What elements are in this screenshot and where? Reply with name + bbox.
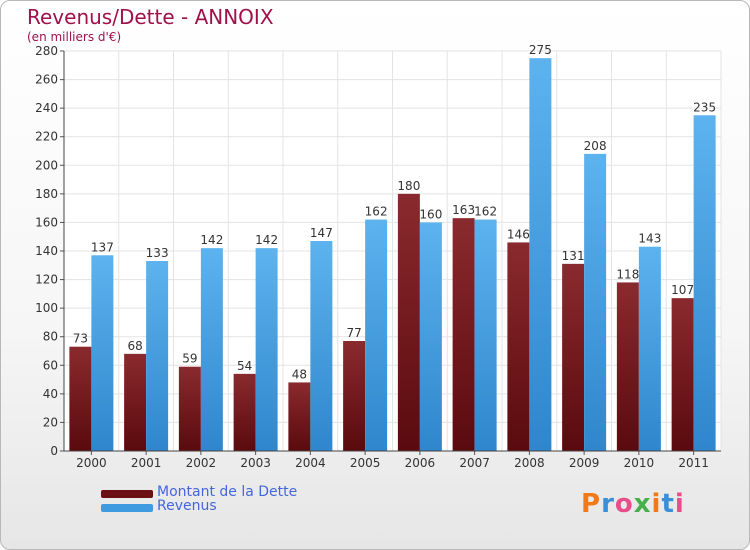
y-tick-label: 220 (35, 130, 58, 144)
data-label: 142 (255, 233, 278, 247)
data-label: 48 (292, 367, 307, 381)
data-label: 180 (397, 179, 420, 193)
data-label: 118 (616, 267, 639, 281)
bar-dette (124, 353, 147, 451)
logo-letter: P (581, 489, 602, 519)
y-tick-label: 60 (43, 358, 58, 372)
x-tick-label: 2009 (569, 456, 600, 470)
data-label: 162 (474, 205, 497, 219)
bar-dette (397, 193, 420, 451)
bar-revenus (529, 58, 552, 452)
y-tick-label: 40 (43, 387, 58, 401)
data-label: 162 (365, 205, 388, 219)
data-label: 275 (529, 43, 552, 57)
x-tick-label: 2001 (131, 456, 162, 470)
data-label: 142 (200, 233, 223, 247)
data-label: 59 (182, 352, 197, 366)
chart-title: Revenus/Dette - ANNOIX (27, 5, 274, 29)
logo-letter: x (633, 489, 652, 519)
data-label: 68 (127, 339, 142, 353)
data-label: 147 (310, 226, 333, 240)
bar-revenus (584, 153, 607, 451)
bar-revenus (693, 115, 716, 452)
legend-label-revenus: Revenus (157, 498, 217, 514)
x-tick-label: 2005 (350, 456, 381, 470)
data-label: 133 (146, 246, 169, 260)
y-tick-label: 180 (35, 187, 58, 201)
y-tick-label: 240 (35, 101, 58, 115)
y-tick-label: 0 (50, 444, 58, 458)
bar-dette (343, 341, 366, 451)
bar-revenus (91, 255, 114, 451)
bar-revenus (200, 248, 223, 451)
logo-letter: t (661, 489, 675, 519)
data-label: 107 (671, 283, 694, 297)
data-label: 235 (693, 100, 716, 114)
bar-dette (452, 218, 475, 451)
y-tick-label: 100 (35, 301, 58, 315)
x-tick-label: 2004 (295, 456, 326, 470)
data-label: 143 (638, 232, 661, 246)
x-tick-label: 2011 (678, 456, 709, 470)
data-label: 146 (507, 227, 530, 241)
logo-letter: r (601, 489, 615, 519)
bar-dette (507, 242, 530, 451)
bar-revenus (638, 246, 661, 451)
y-tick-label: 200 (35, 158, 58, 172)
legend-swatch-dette (101, 490, 153, 498)
bar-dette (671, 298, 694, 451)
logo-letter: i (674, 489, 685, 519)
y-tick-label: 160 (35, 215, 58, 229)
bar-revenus (310, 241, 333, 451)
chart-subtitle: (en milliers d'€) (27, 30, 122, 44)
y-tick-label: 280 (35, 44, 58, 58)
x-tick-label: 2008 (514, 456, 545, 470)
bar-revenus (474, 219, 497, 451)
bar-dette (69, 346, 92, 451)
bar-dette (288, 382, 311, 451)
bar-revenus (255, 248, 278, 451)
y-tick-label: 80 (43, 330, 58, 344)
proxiti-logo: Proxiti (581, 489, 685, 519)
x-tick-label: 2006 (405, 456, 436, 470)
x-tick-label: 2000 (76, 456, 107, 470)
x-tick-label: 2002 (186, 456, 217, 470)
y-tick-label: 140 (35, 244, 58, 258)
data-label: 77 (346, 326, 361, 340)
bar-dette (233, 373, 256, 451)
bar-revenus (365, 219, 388, 451)
data-label: 208 (584, 139, 607, 153)
bar-revenus (146, 261, 169, 451)
x-tick-label: 2010 (624, 456, 655, 470)
legend-label-dette: Montant de la Dette (157, 484, 298, 500)
logo-letter: o (614, 489, 634, 519)
y-tick-label: 20 (43, 415, 58, 429)
data-label: 73 (73, 332, 88, 346)
bar-dette (178, 366, 201, 451)
x-tick-label: 2007 (459, 456, 490, 470)
logo-letter: i (651, 489, 662, 519)
y-tick-label: 120 (35, 273, 58, 287)
x-tick-label: 2003 (240, 456, 271, 470)
bar-revenus (419, 222, 442, 451)
data-label: 131 (562, 249, 585, 263)
data-label: 54 (237, 359, 252, 373)
bar-dette (616, 282, 639, 451)
data-label: 163 (452, 203, 475, 217)
y-tick-label: 260 (35, 73, 58, 87)
data-label: 137 (91, 240, 114, 254)
data-label: 160 (419, 207, 442, 221)
bar-dette (562, 263, 585, 451)
legend-swatch-revenus (101, 504, 153, 512)
